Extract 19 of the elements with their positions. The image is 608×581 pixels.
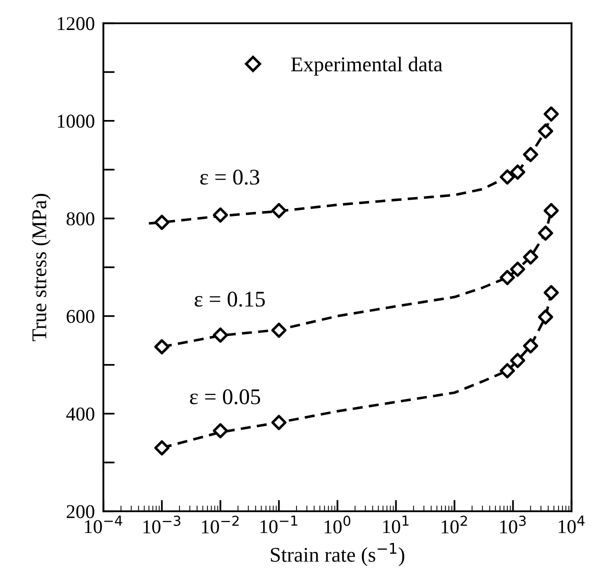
annotation: ε = 0.15 xyxy=(194,292,265,307)
x-tick-label: 10$^{3}$ xyxy=(500,516,526,534)
y-axis-title: True stress (MPa) xyxy=(32,194,51,342)
x-tick-label: 10$^{−2}$ xyxy=(202,516,239,534)
y-tick-label: 400 xyxy=(66,407,94,421)
x-tick-label: 10$^{4}$ xyxy=(558,516,585,534)
legend-label: Experimental data xyxy=(291,56,442,76)
y-tick-label: 1000 xyxy=(58,114,94,128)
x-tick-label: 10$^{2}$ xyxy=(442,516,467,534)
y-tick-label: 800 xyxy=(66,212,94,226)
x-tick-label: 10$^{−3}$ xyxy=(143,516,180,534)
x-tick-label: 10$^{1}$ xyxy=(383,516,409,534)
x-tick-label: 10$^{0}$ xyxy=(324,516,350,534)
y-tick-label: 600 xyxy=(66,310,94,323)
x-tick-label: 10$^{−1}$ xyxy=(260,516,298,534)
annotation: ε = 0.3 xyxy=(200,170,260,185)
y-tick-label: 1200 xyxy=(58,17,94,30)
annotation: ε = 0.05 xyxy=(190,389,260,404)
x-axis-title: Strain rate (s$^{−1}$) xyxy=(270,543,404,566)
